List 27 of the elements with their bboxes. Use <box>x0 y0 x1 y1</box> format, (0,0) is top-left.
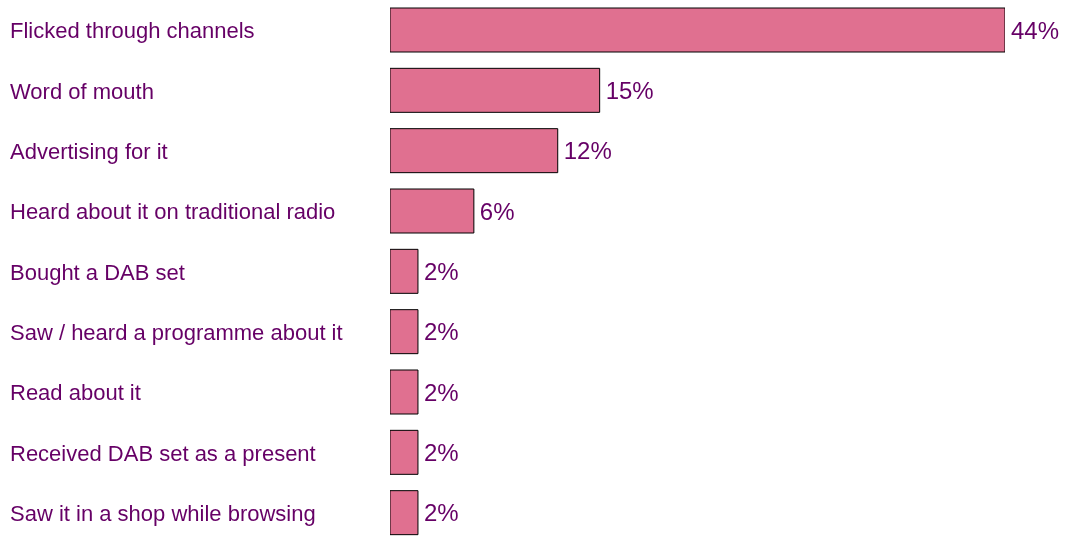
y-tick-label: Flicked through channels <box>10 18 255 44</box>
bar <box>390 67 601 113</box>
data-label: 2% <box>423 318 459 346</box>
data-label: 2% <box>423 378 459 406</box>
y-tick-label: Advertising for it <box>10 138 168 164</box>
bar <box>390 429 419 475</box>
y-tick-label: Bought a DAB set <box>10 259 185 285</box>
bar <box>390 369 419 415</box>
bar <box>390 248 419 294</box>
data-label: 12% <box>563 137 612 165</box>
data-label: 2% <box>423 438 459 466</box>
y-tick-label: Word of mouth <box>10 78 154 104</box>
y-tick-label: Saw / heard a programme about it <box>10 319 343 345</box>
bar <box>390 188 475 234</box>
data-label: 15% <box>605 76 654 104</box>
data-label: 6% <box>479 197 515 225</box>
bar <box>390 309 419 355</box>
y-tick-label: Saw it in a shop while browsing <box>10 500 316 526</box>
data-label: 2% <box>423 257 459 285</box>
y-tick-label: Heard about it on traditional radio <box>10 199 336 225</box>
data-label: 44% <box>1011 16 1060 44</box>
y-tick-label: Received DAB set as a present <box>10 440 316 466</box>
bar <box>390 490 419 536</box>
bar <box>390 7 1005 53</box>
data-label: 2% <box>423 499 459 527</box>
y-tick-label: Read about it <box>10 380 141 406</box>
bar <box>390 128 559 174</box>
